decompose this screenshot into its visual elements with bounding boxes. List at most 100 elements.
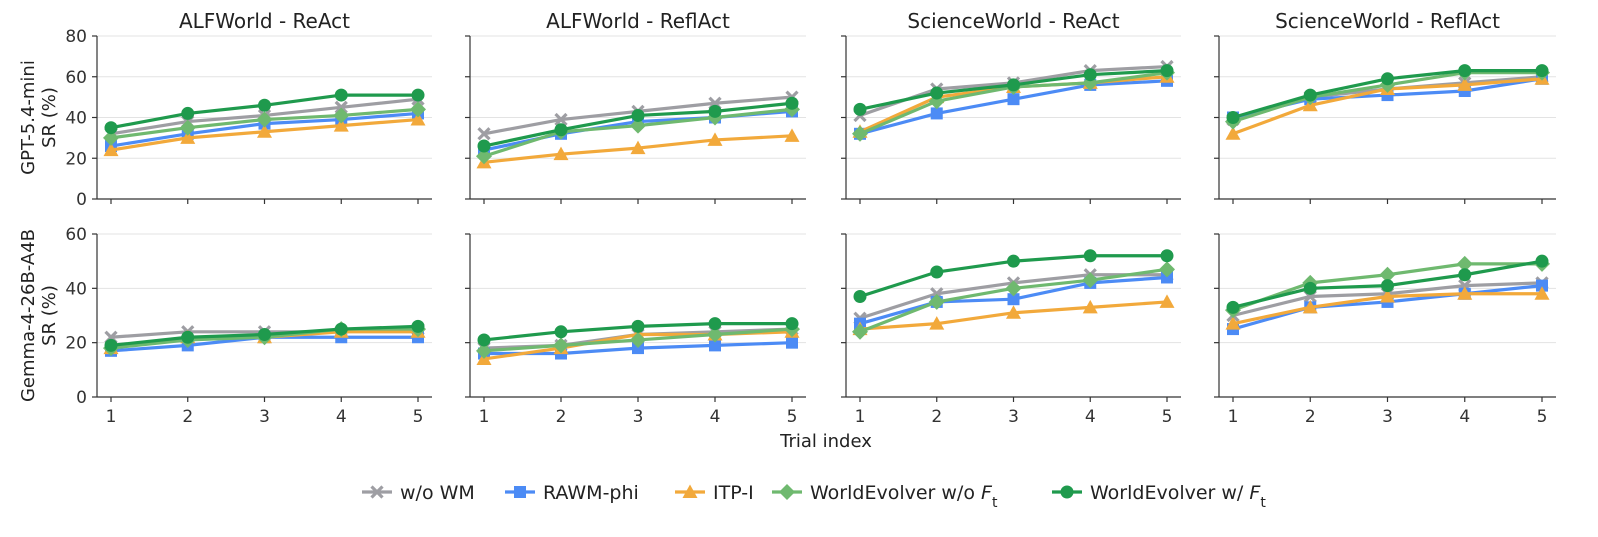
x-tick-label: 5 xyxy=(787,407,798,427)
series-worldevolver-w-f-t-point xyxy=(334,322,348,336)
legend-label-part: ITP-I xyxy=(713,482,754,504)
series-itp-i-point xyxy=(1006,305,1021,319)
x-tick-label: 4 xyxy=(336,407,347,427)
x-tick-label: 4 xyxy=(1459,407,1470,427)
series-rawm-phi-point xyxy=(1007,293,1020,306)
x-tick-label: 1 xyxy=(479,407,490,427)
legend-label: WorldEvolver w/o Ft xyxy=(810,482,998,511)
series-worldevolver-w-f-t-point xyxy=(1083,68,1097,82)
y-tick-label: 40 xyxy=(65,279,87,299)
series-itp-i-point xyxy=(630,140,646,155)
series-w-o-wm-point xyxy=(554,112,568,127)
legend-label-part: F xyxy=(981,482,993,504)
panel-title: ScienceWorld - ReflAct xyxy=(1275,9,1500,33)
y-axis-label-line: Gemma-4-26B-A4B xyxy=(18,229,39,402)
legend-swatch-marker xyxy=(779,484,795,500)
y-tick-label: 20 xyxy=(65,149,87,169)
series-worldevolver-w-o-f-t-point xyxy=(928,293,945,310)
panel-r0-c2: ScienceWorld - ReAct xyxy=(841,9,1181,204)
series-worldevolver-w-f-t-point xyxy=(1535,64,1549,78)
series-itp-i-point xyxy=(553,146,569,161)
series-worldevolver-w-o-f-t-point xyxy=(553,337,569,354)
panel-r1-c3: 1 2 3 4 5 xyxy=(1214,233,1556,427)
series-worldevolver-w-f-t-point xyxy=(930,265,944,279)
series-worldevolver-w-f-t-point xyxy=(1160,249,1174,263)
series-worldevolver-w-f-t-point xyxy=(1535,254,1549,268)
series-worldevolver-w-o-f-t-point xyxy=(1456,255,1473,272)
y-tick-label: 40 xyxy=(65,109,87,129)
x-tick-label: 3 xyxy=(1008,407,1019,427)
legend-item: ITP-I xyxy=(675,482,754,504)
series-itp-i-point xyxy=(103,142,119,157)
legend-label-part: RAWM-phi xyxy=(543,482,639,504)
legend-swatch-marker xyxy=(370,485,384,499)
panel-title: ALFWorld - ReAct xyxy=(179,9,350,33)
legend-item: RAWM-phi xyxy=(505,482,639,504)
series-worldevolver-w-f-t-point xyxy=(708,317,722,331)
series-itp-i-point xyxy=(784,128,800,142)
series-itp-i-point xyxy=(1457,286,1473,300)
series-itp-i-point xyxy=(333,118,349,132)
series-worldevolver-w-f-t-point xyxy=(631,319,645,333)
legend-item: w/o WM xyxy=(362,482,475,504)
x-tick-label: 3 xyxy=(259,407,270,427)
legend-label-part: WorldEvolver w/o xyxy=(810,482,981,504)
series-worldevolver-w-f-t-point xyxy=(1007,78,1020,92)
legend-label-part: F xyxy=(1249,482,1261,504)
series-worldevolver-w-f-t-point xyxy=(477,139,491,153)
x-tick-label: 1 xyxy=(855,407,866,427)
panel-r0-c3: ScienceWorld - ReflAct xyxy=(1214,9,1556,204)
panel-r1-c2: 1 2 3 4 5 xyxy=(841,233,1181,427)
y-tick-label: 80 xyxy=(65,27,87,47)
series-w-o-wm-point xyxy=(334,100,348,114)
series-worldevolver-w-f-t-point xyxy=(1381,279,1394,293)
series-worldevolver-w-f-t-point xyxy=(258,328,271,342)
x-tick-label: 2 xyxy=(931,407,942,427)
panel-r0-c1: ALFWorld - ReflAct xyxy=(465,9,806,204)
y-axis-label: GPT-5.4-miniSR (%) xyxy=(18,60,60,175)
y-axis-label-line: SR (%) xyxy=(39,87,60,148)
series-itp-i-point xyxy=(1302,299,1318,314)
series-worldevolver-w-f-t-point xyxy=(708,104,722,118)
series-worldevolver-w-f-t-point xyxy=(104,121,118,135)
x-tick-label: 3 xyxy=(633,407,644,427)
legend-swatch-marker xyxy=(514,486,526,498)
panel-title: ScienceWorld - ReAct xyxy=(907,9,1119,33)
series-worldevolver-w-o-f-t-point xyxy=(103,129,119,146)
series-worldevolver-w-o-f-t-point xyxy=(476,148,492,165)
x-axis-label: Trial index xyxy=(779,431,872,452)
y-tick-label: 20 xyxy=(65,334,87,354)
legend-label: w/o WM xyxy=(400,482,475,504)
panel-r1-c1: 1 2 3 4 5 xyxy=(465,233,806,427)
series-itp-i-point xyxy=(257,124,272,138)
legend-label-part: t xyxy=(1260,495,1266,511)
legend-swatch-marker xyxy=(1060,485,1074,499)
series-itp-i-point xyxy=(180,130,196,144)
legend-swatch-marker-stroke-b xyxy=(370,485,384,499)
legend-item: WorldEvolver w/ Ft xyxy=(1052,482,1266,511)
series-worldevolver-w-f-t-point xyxy=(1458,64,1472,78)
series-worldevolver-w-f-t-point xyxy=(1007,254,1020,268)
series-w-o-wm-point-stroke-b xyxy=(554,112,568,127)
series-worldevolver-w-o-f-t-point xyxy=(852,323,868,340)
series-worldevolver-w-o-f-t-point xyxy=(179,119,196,136)
series-worldevolver-w-f-t-point xyxy=(181,106,195,120)
series-itp-i-point xyxy=(1082,299,1098,314)
series-worldevolver-w-f-t-point xyxy=(785,317,799,331)
y-axis-label-line: SR (%) xyxy=(39,285,60,346)
series-worldevolver-w-f-t-point xyxy=(853,289,867,303)
y-axis-label: Gemma-4-26B-A4BSR (%) xyxy=(18,229,60,402)
legend-item: WorldEvolver w/o Ft xyxy=(772,482,998,511)
series-rawm-phi-point xyxy=(1536,279,1548,292)
x-tick-label: 1 xyxy=(106,407,117,427)
series-worldevolver-w-o-f-t-point xyxy=(333,107,350,124)
x-tick-label: 4 xyxy=(710,407,721,427)
x-tick-label: 5 xyxy=(1162,407,1173,427)
series-itp-i-point xyxy=(1159,294,1175,308)
legend-swatch-marker xyxy=(682,484,698,498)
series-worldevolver-w-f-t-point xyxy=(1083,249,1097,263)
panel-r0-c0: 0 20 40 60 80 ALFWorld - ReAct xyxy=(65,9,432,210)
x-tick-label: 3 xyxy=(1382,407,1393,427)
x-tick-label: 2 xyxy=(182,407,193,427)
